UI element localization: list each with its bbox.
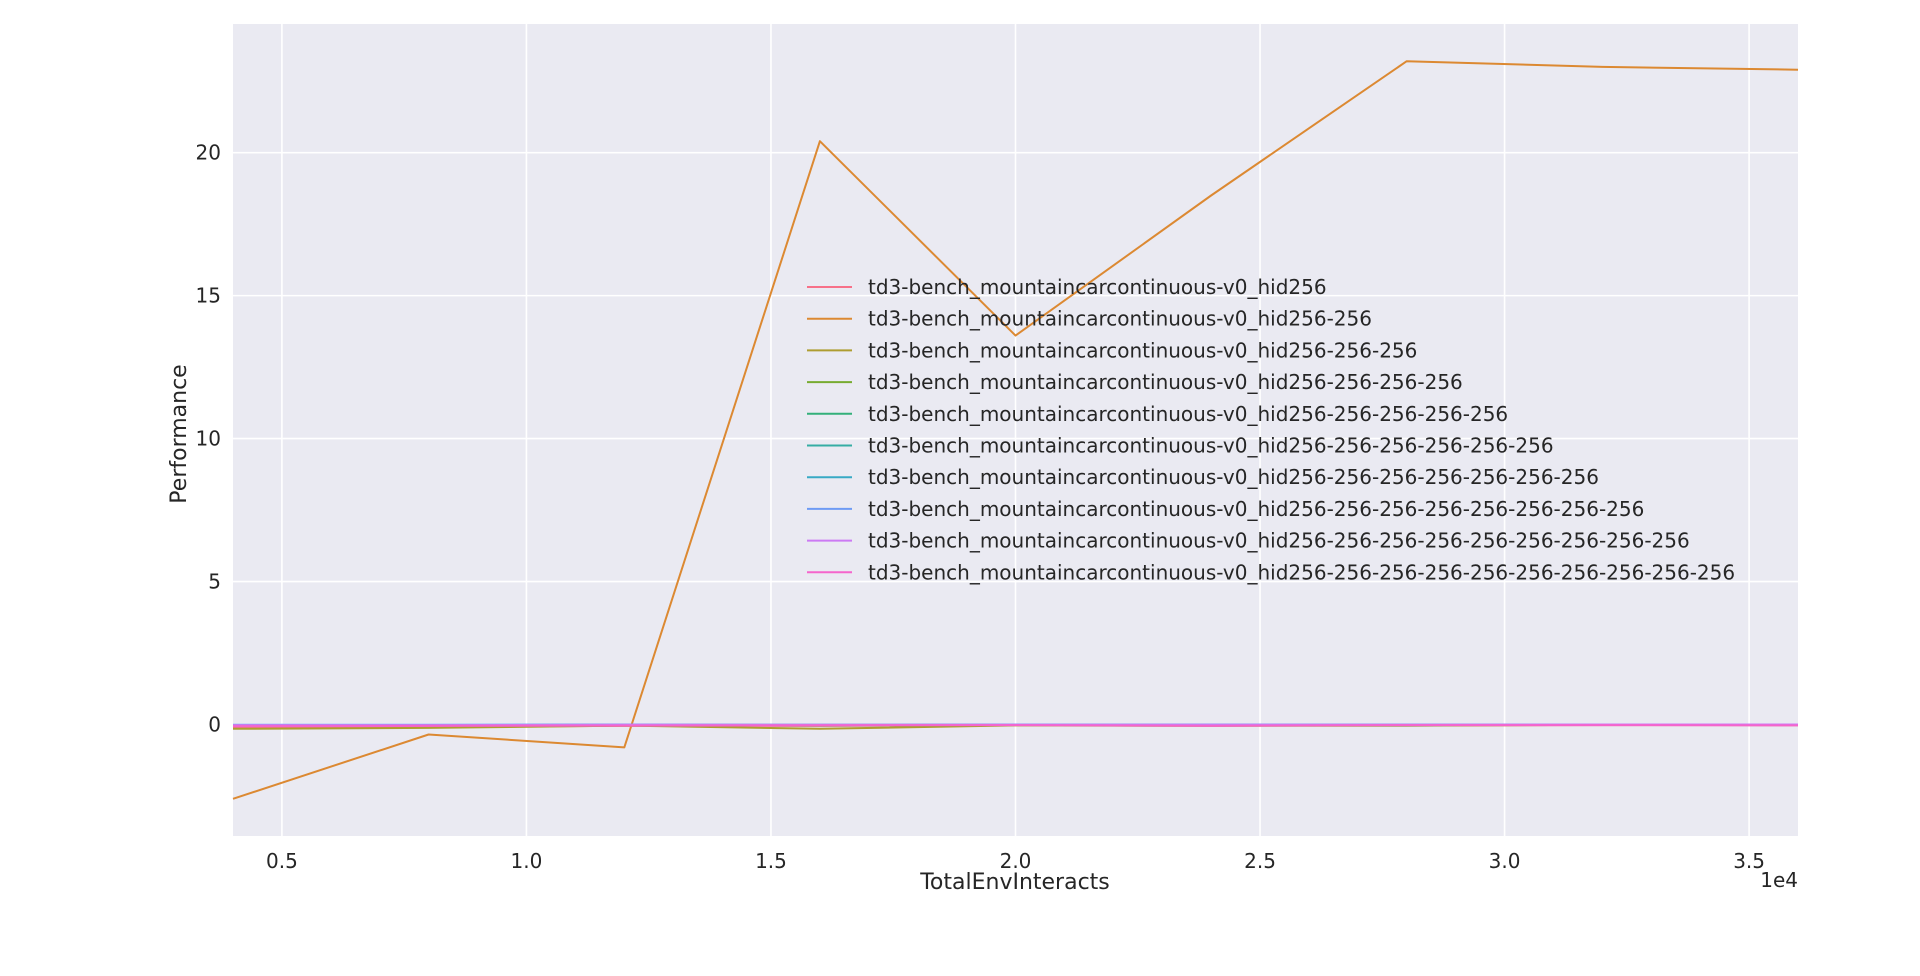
x-tick-label: 0.5 bbox=[266, 849, 298, 873]
series-line-2 bbox=[232, 60, 1799, 800]
legend-label-8: td3-bench_mountaincarcontinuous-v0_hid25… bbox=[868, 497, 1644, 521]
y-tick-label: 0 bbox=[208, 712, 221, 736]
x-tick-label: 3.0 bbox=[1489, 849, 1521, 873]
legend-label-2: td3-bench_mountaincarcontinuous-v0_hid25… bbox=[868, 307, 1372, 331]
x-tick-label: 1.5 bbox=[755, 849, 787, 873]
x-tick-label: 1.0 bbox=[511, 849, 543, 873]
legend-label-3: td3-bench_mountaincarcontinuous-v0_hid25… bbox=[868, 338, 1417, 362]
y-tick-label: 20 bbox=[196, 141, 221, 165]
y-tick-label: 5 bbox=[208, 570, 221, 594]
legend-label-4: td3-bench_mountaincarcontinuous-v0_hid25… bbox=[868, 370, 1463, 394]
legend-label-6: td3-bench_mountaincarcontinuous-v0_hid25… bbox=[868, 434, 1554, 458]
y-tick-label: 15 bbox=[196, 284, 221, 308]
legend-label-5: td3-bench_mountaincarcontinuous-v0_hid25… bbox=[868, 402, 1508, 426]
y-axis-label: Performance bbox=[167, 364, 192, 503]
x-tick-label: 2.0 bbox=[1000, 849, 1032, 873]
legend-label-10: td3-bench_mountaincarcontinuous-v0_hid25… bbox=[868, 560, 1735, 584]
tick-labels: 0.5 1.0 1.5 2.0 2.5 3.0 3.5 0 5 10 15 20 bbox=[196, 141, 1765, 873]
x-tick-label: 3.5 bbox=[1733, 849, 1765, 873]
y-tick-label: 10 bbox=[196, 427, 221, 451]
series-lines bbox=[232, 60, 1799, 800]
series-line-10 bbox=[232, 724, 1799, 728]
x-axis-offset-label: 1e4 bbox=[1760, 868, 1798, 892]
x-axis-label: TotalEnvInteracts bbox=[919, 870, 1110, 895]
legend-label-9: td3-bench_mountaincarcontinuous-v0_hid25… bbox=[868, 529, 1690, 553]
legend-label-1: td3-bench_mountaincarcontinuous-v0_hid25… bbox=[868, 275, 1327, 299]
legend-label-7: td3-bench_mountaincarcontinuous-v0_hid25… bbox=[868, 465, 1599, 489]
x-tick-label: 2.5 bbox=[1244, 849, 1276, 873]
legend: td3-bench_mountaincarcontinuous-v0_hid25… bbox=[807, 275, 1735, 584]
